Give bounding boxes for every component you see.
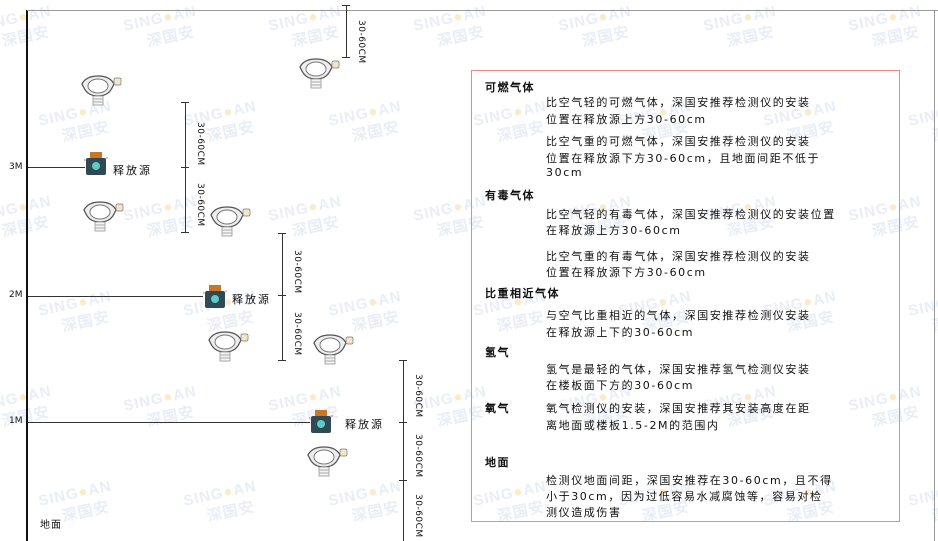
gas-detector-icon <box>299 58 340 89</box>
legend-text: 比空气轻的可燃气体，深国安推荐检测仪的安装 <box>546 96 811 109</box>
gas-detector-icon <box>313 334 354 365</box>
legend-text: 小于30cm，因为过低容易水减腐蚀等，容易对检 <box>546 490 823 503</box>
dimension-label: 30-60CM <box>195 183 205 227</box>
legend-text: 检测仪地面间距，深国安推荐在30-60cm，且不得 <box>546 474 833 487</box>
legend-heading: 有毒气体 <box>485 189 535 202</box>
dimension-label: 30-60CM <box>356 20 366 64</box>
legend-panel: 可燃气体 比空气轻的可燃气体，深国安推荐检测仪的安装 位置在释放源上方30-60cm… <box>471 70 900 522</box>
dimension-label: 30-60CM <box>195 122 205 166</box>
dimension-line <box>346 5 347 57</box>
level-3m: 3M <box>9 162 23 172</box>
dimension-tick <box>278 360 286 361</box>
legend-heading: 比重相近气体 <box>485 287 560 300</box>
dimension-label: 30-60CM <box>292 312 302 356</box>
dimension-tick <box>399 480 407 481</box>
legend-heading: 地面 <box>485 456 510 469</box>
dimension-tick <box>181 167 189 168</box>
legend-text: 在释放源上下的30-60cm <box>546 326 695 339</box>
dimension-label: 30-60CM <box>292 250 302 294</box>
release-source-label: 释放源 <box>345 418 384 431</box>
level-1m-line <box>28 422 310 423</box>
legend-text: 氧气检测仪的安装，深国安推荐其安装高度在距 <box>546 402 811 415</box>
legend-heading: 氢气 <box>485 346 510 359</box>
gas-detector-icon <box>81 75 122 106</box>
legend-text: 与空气比重相近的气体，深国安推荐检测仪安装 <box>546 309 811 322</box>
level-2m-line <box>28 296 203 297</box>
legend-text: 30cm <box>546 166 584 179</box>
legend-text: 在释放源上方30-60cm <box>546 224 682 237</box>
dimension-tick <box>278 295 286 296</box>
dimension-tick <box>342 5 350 6</box>
legend-text: 比空气轻的有毒气体，深国安推荐检测仪的安装位置 <box>546 208 836 221</box>
gas-detector-icon <box>208 331 249 362</box>
release-source-label: 释放源 <box>113 164 152 177</box>
dimension-label: 30-60CM <box>413 374 423 418</box>
legend-text: 测仪造成伤害 <box>546 506 622 519</box>
gas-detector-icon <box>83 201 124 232</box>
legend-text: 位置在释放源下方30-60cm <box>546 266 707 279</box>
dimension-tick <box>399 422 407 423</box>
dimension-line <box>282 233 283 360</box>
release-source-icon <box>84 152 108 175</box>
release-source-icon <box>203 285 227 308</box>
dimension-tick <box>342 57 350 58</box>
legend-heading: 氧气 <box>485 402 510 415</box>
dimension-tick <box>278 233 286 234</box>
legend-text: 氢气是最轻的气体，深国安推荐氢气检测仪安装 <box>546 363 811 376</box>
legend-heading: 可燃气体 <box>485 81 535 94</box>
dimension-label: 30-60CM <box>413 434 423 478</box>
level-3m-line <box>28 167 85 168</box>
right-edge <box>934 10 935 541</box>
legend-text: 在楼板面下方的30-60cm <box>546 379 695 392</box>
level-2m: 2M <box>9 290 23 300</box>
dimension-line <box>403 360 404 541</box>
legend-text: 位置在释放源上方30-60cm <box>546 113 707 126</box>
ground-label: 地面 <box>40 520 62 531</box>
gas-detector-icon <box>210 206 251 237</box>
legend-text: 比空气重的可燃气体，深国安推荐检测仪的安装 <box>546 135 811 148</box>
legend-text: 比空气重的有毒气体，深国安推荐检测仪的安装 <box>546 250 811 263</box>
gas-detector-icon <box>307 446 348 477</box>
legend-text: 离地面或楼板1.5-2M的范围内 <box>546 419 720 432</box>
dimension-tick <box>181 102 189 103</box>
release-source-label: 释放源 <box>232 293 271 306</box>
legend-text: 位置在释放源下方30-60cm，且地面间距不低于 <box>546 152 821 165</box>
wall-line <box>26 10 28 541</box>
dimension-label: 30-60CM <box>413 494 423 538</box>
dimension-tick <box>181 232 189 233</box>
dimension-tick <box>399 360 407 361</box>
ceiling-line <box>27 10 938 11</box>
release-source-icon <box>309 410 333 433</box>
level-1m: 1M <box>9 416 23 426</box>
